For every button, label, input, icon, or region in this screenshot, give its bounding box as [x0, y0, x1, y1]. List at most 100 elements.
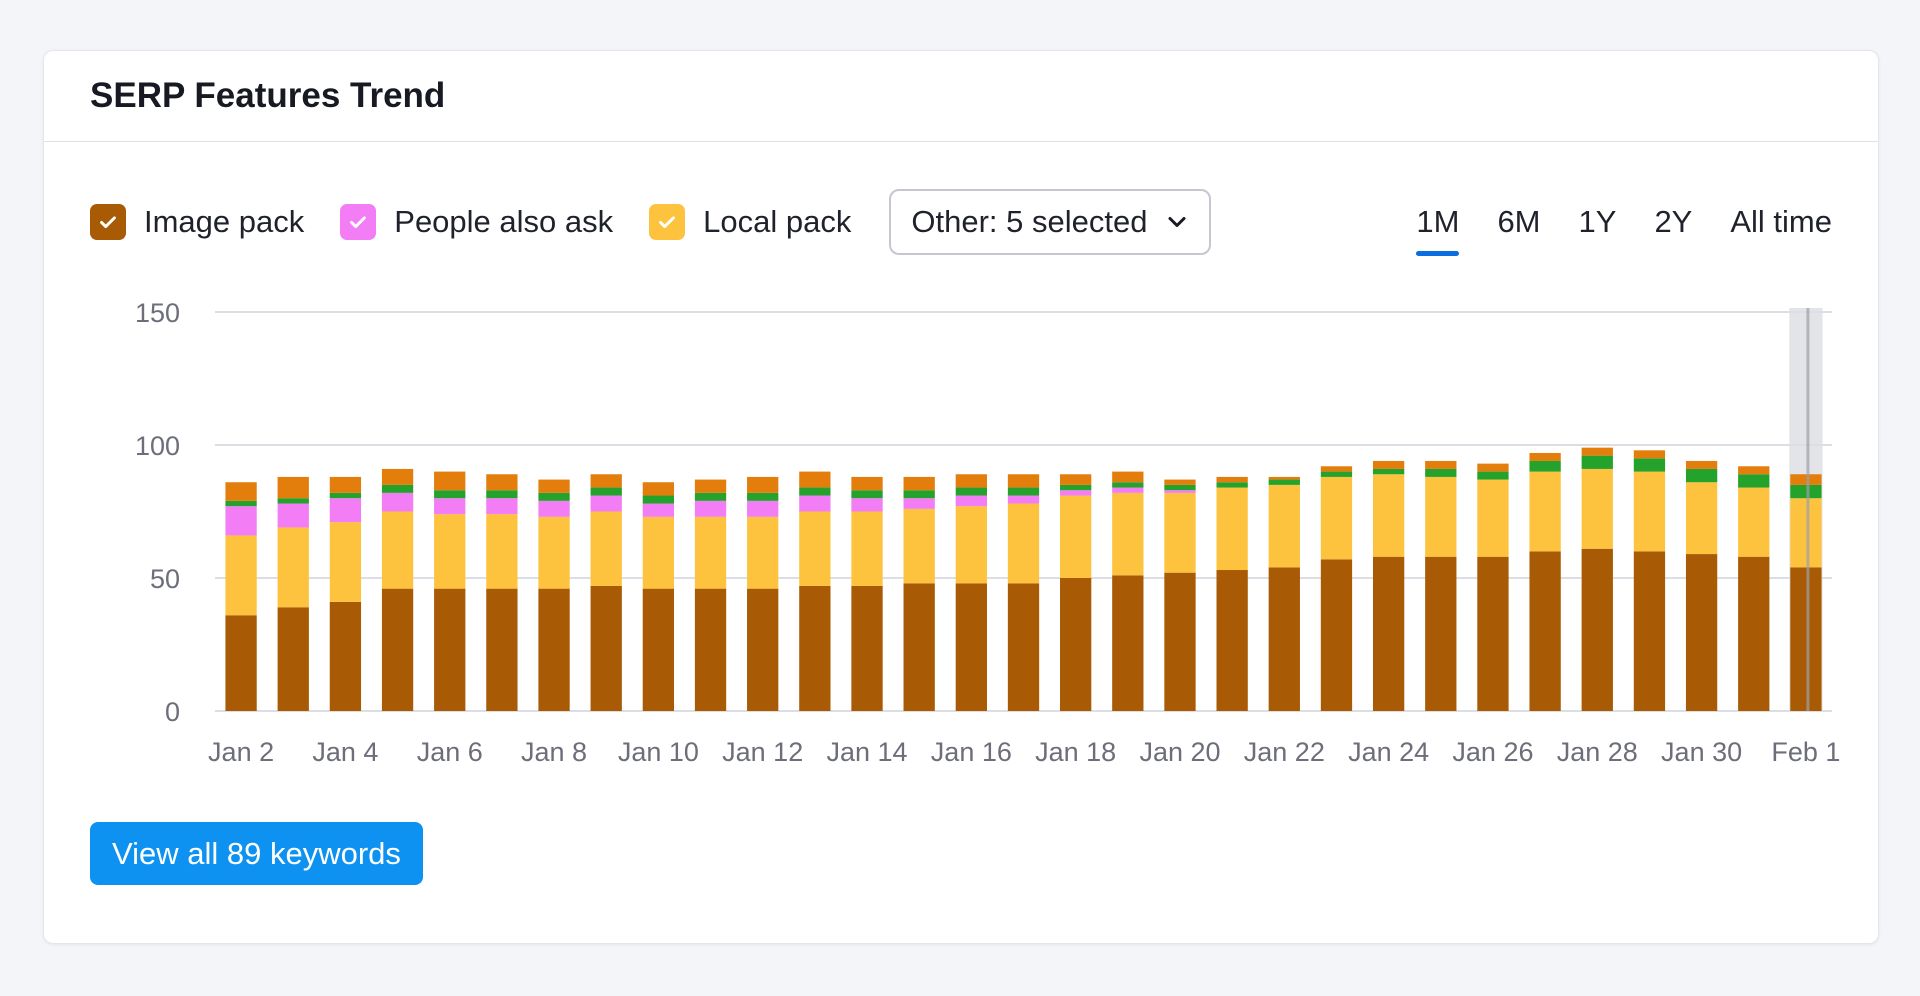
bar-segment[interactable]: [1529, 460, 1561, 472]
bar-segment[interactable]: [747, 492, 779, 501]
bar-segment[interactable]: [225, 500, 257, 507]
bar-segment[interactable]: [955, 474, 987, 488]
bar-segment[interactable]: [1633, 458, 1666, 472]
bar-segment[interactable]: [590, 511, 622, 586]
bar-segment[interactable]: [1685, 482, 1718, 555]
bar-segment[interactable]: [903, 583, 935, 711]
bar-segment[interactable]: [1268, 479, 1300, 485]
bar-segment[interactable]: [1477, 471, 1509, 480]
bar-segment[interactable]: [434, 490, 466, 499]
bar-segment[interactable]: [1372, 460, 1405, 469]
bar-segment[interactable]: [1425, 468, 1457, 477]
bar-segment[interactable]: [329, 601, 362, 711]
bar-segment[interactable]: [486, 498, 518, 515]
bar-segment[interactable]: [538, 516, 570, 589]
view-all-keywords-button[interactable]: View all 89 keywords: [90, 822, 423, 885]
bar-segment[interactable]: [434, 471, 466, 491]
bar-segment[interactable]: [538, 492, 570, 501]
bar-segment[interactable]: [1060, 484, 1092, 491]
bar-segment[interactable]: [851, 511, 883, 586]
bar-segment[interactable]: [955, 506, 987, 584]
other-features-dropdown[interactable]: Other: 5 selected: [889, 189, 1212, 255]
bar-segment[interactable]: [903, 476, 935, 491]
bar-segment[interactable]: [642, 588, 675, 711]
bar-segment[interactable]: [903, 508, 935, 584]
bar-segment[interactable]: [1372, 474, 1405, 557]
bar-segment[interactable]: [1790, 498, 1822, 568]
bar-segment[interactable]: [1372, 468, 1405, 475]
bar-segment[interactable]: [381, 468, 414, 485]
bar-segment[interactable]: [955, 487, 987, 496]
bar-segment[interactable]: [1581, 468, 1613, 549]
bar-segment[interactable]: [1164, 479, 1196, 485]
bar-segment[interactable]: [1685, 468, 1718, 483]
bar-segment[interactable]: [590, 495, 622, 512]
bar-segment[interactable]: [1320, 559, 1353, 711]
bar-segment[interactable]: [486, 514, 518, 589]
bar-segment[interactable]: [1477, 556, 1509, 711]
bar-segment[interactable]: [799, 487, 831, 496]
bar-segment[interactable]: [1320, 471, 1353, 477]
bar-segment[interactable]: [1216, 487, 1248, 571]
bar-segment[interactable]: [1425, 460, 1457, 469]
bar-segment[interactable]: [1320, 466, 1353, 472]
bar-segment[interactable]: [381, 588, 414, 711]
bar-segment[interactable]: [1581, 447, 1613, 456]
bar-segment[interactable]: [1790, 474, 1822, 485]
bar-segment[interactable]: [1060, 578, 1092, 711]
bar-segment[interactable]: [1477, 479, 1509, 557]
bar-segment[interactable]: [1007, 495, 1040, 504]
bar-segment[interactable]: [1320, 476, 1353, 560]
bar-segment[interactable]: [1216, 482, 1248, 488]
bar-segment[interactable]: [694, 500, 727, 517]
tab-1y[interactable]: 1Y: [1578, 204, 1617, 239]
bar-segment[interactable]: [1633, 551, 1666, 711]
bar-segment[interactable]: [1372, 556, 1405, 711]
bar-segment[interactable]: [1738, 487, 1770, 557]
bar-segment[interactable]: [1529, 471, 1561, 552]
bar-segment[interactable]: [1685, 554, 1718, 711]
legend-item-people-also-ask[interactable]: People also ask: [340, 204, 613, 240]
legend-item-local-pack[interactable]: Local pack: [649, 204, 851, 240]
bar-segment[interactable]: [590, 487, 622, 496]
bar-segment[interactable]: [1633, 450, 1666, 459]
bar-segment[interactable]: [434, 514, 466, 589]
bar-segment[interactable]: [1633, 471, 1666, 552]
bar-segment[interactable]: [851, 498, 883, 512]
tab-1m[interactable]: 1M: [1416, 204, 1460, 256]
bar-segment[interactable]: [1268, 476, 1300, 480]
bar-segment[interactable]: [1477, 463, 1509, 472]
bar-segment[interactable]: [955, 495, 987, 507]
bar-segment[interactable]: [1738, 466, 1770, 475]
bar-segment[interactable]: [1581, 455, 1613, 469]
bar-segment[interactable]: [851, 476, 883, 491]
bar-segment[interactable]: [1007, 487, 1040, 496]
bar-segment[interactable]: [434, 588, 466, 711]
bar-segment[interactable]: [1007, 583, 1040, 711]
bar-segment[interactable]: [1060, 474, 1092, 485]
bar-segment[interactable]: [1112, 487, 1144, 493]
bar-segment[interactable]: [381, 492, 414, 512]
bar-segment[interactable]: [1164, 490, 1196, 493]
bar-segment[interactable]: [642, 516, 675, 589]
bar-segment[interactable]: [1738, 556, 1770, 711]
bar-segment[interactable]: [747, 588, 779, 711]
bar-segment[interactable]: [1581, 548, 1613, 711]
bar-segment[interactable]: [277, 607, 309, 711]
bar-segment[interactable]: [799, 495, 831, 512]
legend-item-image-pack[interactable]: Image pack: [90, 204, 304, 240]
bar-segment[interactable]: [1529, 452, 1561, 461]
bar-segment[interactable]: [1738, 474, 1770, 488]
bar-segment[interactable]: [1164, 492, 1196, 573]
bar-segment[interactable]: [1790, 484, 1822, 499]
bar-segment[interactable]: [590, 474, 622, 488]
bar-segment[interactable]: [329, 476, 362, 493]
bar-segment[interactable]: [277, 498, 309, 504]
bar-segment[interactable]: [1112, 471, 1144, 483]
bar-segment[interactable]: [329, 522, 362, 602]
bar-segment[interactable]: [225, 615, 257, 711]
bar-segment[interactable]: [486, 490, 518, 499]
bar-segment[interactable]: [277, 503, 309, 528]
bar-segment[interactable]: [1007, 503, 1040, 584]
bar-segment[interactable]: [1112, 482, 1144, 488]
